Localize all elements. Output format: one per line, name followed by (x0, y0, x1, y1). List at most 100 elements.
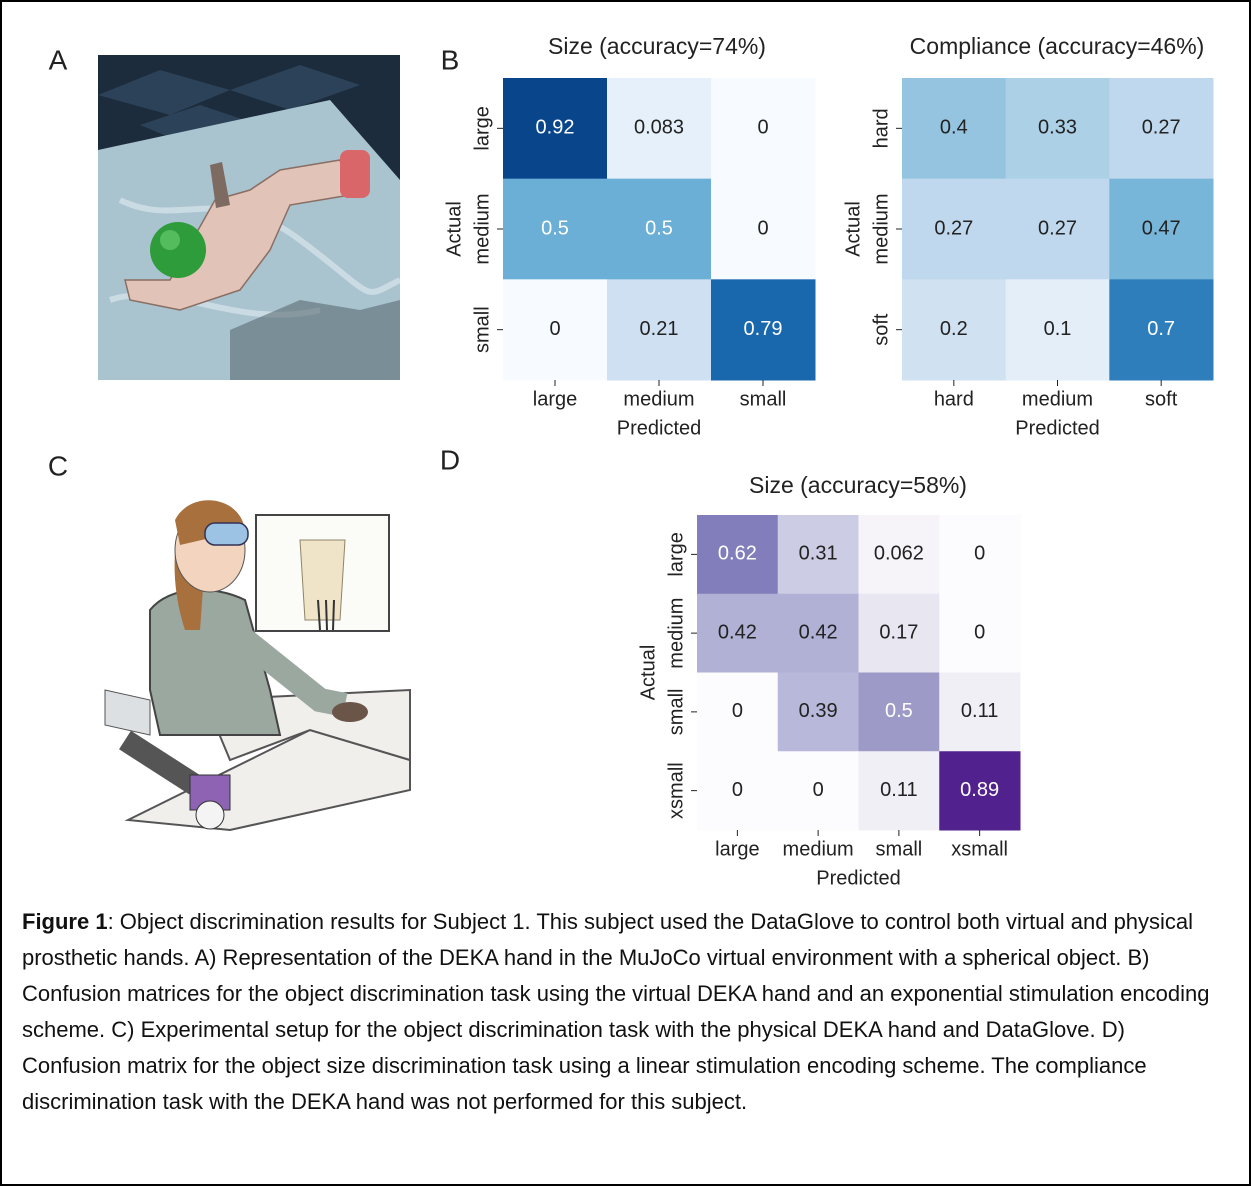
cell-value: 0.11 (880, 779, 917, 801)
heatmap-cell (503, 178, 608, 280)
y-tick-label: medium (870, 193, 892, 264)
cell-value: 0.062 (874, 543, 924, 565)
y-axis-label: Actual (842, 201, 864, 257)
cell-value: 0 (757, 117, 768, 139)
cell-value: 0 (974, 543, 985, 565)
heatmap-cell (858, 751, 940, 831)
y-tick-label: hard (870, 108, 892, 148)
panel-label: C (48, 450, 68, 481)
cell-value: 0.62 (718, 543, 757, 565)
y-axis-label: Actual (443, 201, 465, 257)
cell-value: 0.2 (940, 318, 968, 340)
y-axis-label: Actual (637, 645, 659, 701)
cell-value: 0.39 (799, 700, 838, 722)
x-axis-label: Predicted (617, 417, 702, 439)
cell-value: 0.42 (718, 621, 757, 643)
cell-value: 0.5 (541, 217, 569, 239)
heatmap-cell (858, 672, 940, 752)
caption: Figure 1: Object discrimination results … (22, 904, 1230, 1120)
x-tick-label: xsmall (951, 838, 1008, 860)
chart-title: Compliance (accuracy=46%) (910, 33, 1205, 59)
cell-value: 0.17 (879, 621, 918, 643)
heatmap-cell (777, 672, 859, 752)
x-tick-label: large (533, 388, 577, 410)
cell-value: 0 (732, 700, 743, 722)
heatmap-cell (858, 593, 940, 673)
panel-label: D (440, 444, 460, 475)
cell-value: 0.89 (960, 779, 999, 801)
heatmap-cell (607, 279, 712, 381)
heatmap-cell (902, 78, 1007, 180)
cell-value: 0.31 (799, 543, 838, 565)
x-tick-label: medium (623, 388, 694, 410)
y-tick-label: xsmall (665, 762, 687, 819)
chart-title: Size (accuracy=58%) (749, 472, 967, 498)
x-axis-label: Predicted (1015, 417, 1100, 439)
cell-value: 0.21 (640, 318, 679, 340)
cell-value: 0.083 (634, 117, 684, 139)
y-tick-label: soft (870, 313, 892, 346)
y-tick-label: small (471, 306, 493, 353)
heatmap-cell (1005, 178, 1110, 280)
heatmap-cell (1005, 78, 1110, 180)
y-tick-label: medium (665, 598, 687, 669)
cell-value: 0.27 (934, 217, 973, 239)
heatmap-cell (607, 178, 712, 280)
cell-value: 0.7 (1147, 318, 1175, 340)
heatmap-cell (697, 672, 779, 752)
caption-text: : Object discrimination results for Subj… (22, 909, 1210, 1114)
cell-value: 0.27 (1038, 217, 1077, 239)
cell-value: 0.47 (1142, 217, 1181, 239)
heatmap-cell (902, 279, 1007, 381)
heatmap-cell (939, 672, 1021, 752)
heatmap-cell (939, 751, 1021, 831)
cell-value: 0.79 (744, 318, 783, 340)
x-tick-label: medium (1022, 388, 1093, 410)
x-tick-label: soft (1145, 388, 1178, 410)
heatmap-cell (939, 515, 1021, 595)
heatmap-cell (711, 279, 816, 381)
x-tick-label: small (740, 388, 787, 410)
heatmap-cell (711, 78, 816, 180)
heatmap-cell (697, 751, 779, 831)
heatmap-cell (697, 593, 779, 673)
experimental-setup-illustration (104, 500, 411, 832)
y-tick-label: large (471, 106, 493, 150)
cell-value: 0 (974, 621, 985, 643)
cell-value: 0.1 (1044, 318, 1072, 340)
cell-value: 0.4 (940, 117, 968, 139)
cell-value: 0 (732, 779, 743, 801)
heatmap-cell (939, 593, 1021, 673)
y-tick-label: large (665, 532, 687, 576)
y-tick-label: small (665, 689, 687, 736)
heatmap-cell (902, 178, 1007, 280)
x-tick-label: hard (934, 388, 974, 410)
virtual-hand-illustration (98, 55, 400, 380)
cell-value: 0 (813, 779, 824, 801)
heatmap-cell (503, 279, 608, 381)
x-tick-label: small (876, 838, 923, 860)
heatmap-cell (858, 515, 940, 595)
cell-value: 0.5 (645, 217, 673, 239)
heatmap-cell (607, 78, 712, 180)
panel-label: A (49, 44, 68, 75)
heatmap-cell (1109, 178, 1214, 280)
cell-value: 0.42 (799, 621, 838, 643)
panel-label: B (441, 44, 460, 75)
cell-value: 0.92 (536, 117, 575, 139)
cell-value: 0.11 (961, 700, 998, 722)
cell-value: 0.33 (1038, 117, 1077, 139)
heatmap-cell (697, 515, 779, 595)
heatmap-cell (1005, 279, 1110, 381)
heatmap-cell (777, 751, 859, 831)
chart-title: Size (accuracy=74%) (548, 33, 766, 59)
heatmap-cell (503, 78, 608, 180)
cell-value: 0 (549, 318, 560, 340)
heatmap-cell (1109, 279, 1214, 381)
cell-value: 0 (757, 217, 768, 239)
heatmap-cell (1109, 78, 1214, 180)
cell-value: 0.5 (885, 700, 913, 722)
